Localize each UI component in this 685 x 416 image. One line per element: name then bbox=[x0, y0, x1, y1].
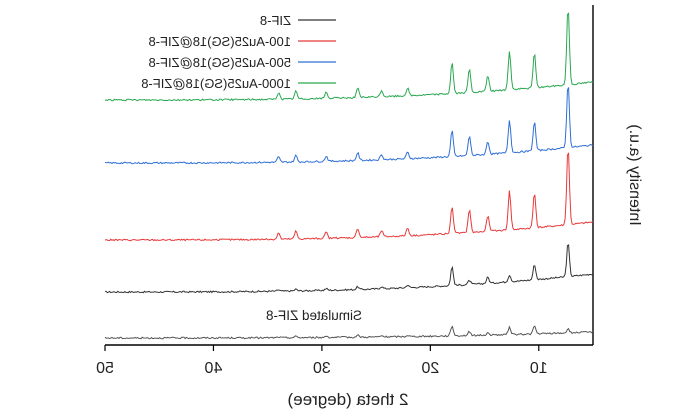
axes: 50 40 30 20 10 bbox=[96, 5, 594, 377]
x-tick-label: 40 bbox=[204, 360, 222, 377]
x-axis-label: 2 theta (degree) bbox=[288, 390, 409, 409]
annotation-text: Simulated ZIF-8 bbox=[266, 308, 362, 323]
legend-label: ZIF-8 bbox=[260, 13, 291, 28]
series-line bbox=[104, 325, 594, 340]
x-tick-label: 20 bbox=[421, 360, 439, 377]
x-ticks: 50 40 30 20 10 bbox=[96, 345, 548, 377]
legend-label: 500-Au25(SG)18@ZIF-8 bbox=[148, 55, 291, 70]
x-tick-label: 10 bbox=[530, 360, 548, 377]
x-tick-label: 50 bbox=[96, 360, 114, 377]
x-axis-label-text: 2 theta (degree) bbox=[288, 390, 409, 409]
series-line bbox=[104, 12, 594, 102]
series-line bbox=[104, 244, 594, 294]
simulated-annotation: Simulated ZIF-8 bbox=[266, 308, 362, 323]
legend-label: 1000-Au25(SG)18@ZIF-8 bbox=[141, 76, 291, 91]
y-axis-label: Intensity (a.u.) bbox=[626, 124, 643, 225]
series-line bbox=[104, 151, 594, 242]
series-curves bbox=[104, 12, 594, 340]
y-axis-label-text: Intensity (a.u.) bbox=[626, 124, 643, 225]
x-tick-label: 30 bbox=[313, 360, 331, 377]
legend: ZIF-8 100-Au25(SG)18@ZIF-8 500-Au25(SG)18@… bbox=[141, 13, 336, 91]
legend-label: 100-Au25(SG)18@ZIF-8 bbox=[148, 34, 291, 49]
series-line bbox=[104, 87, 594, 165]
